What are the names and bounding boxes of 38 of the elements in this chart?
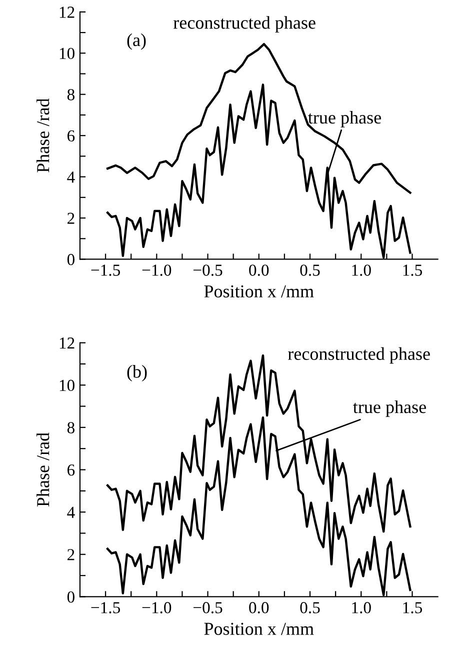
x-tick-label: 0.0	[249, 602, 269, 614]
y-tick-label: 10	[60, 48, 74, 60]
y-tick-label: 6	[67, 464, 75, 476]
x-tick-label: −0.5	[193, 264, 222, 276]
annotation: reconstructed phase	[174, 16, 316, 32]
y-tick-label: 2	[68, 549, 74, 560]
y-tick-label: 0	[67, 254, 74, 266]
x-tick-label: −1.5	[91, 602, 120, 614]
annotation: true phase	[308, 110, 381, 128]
y-tick-label: 10	[60, 380, 74, 392]
y-tick-label: 2	[68, 212, 74, 224]
y-tick-label: 0	[67, 591, 74, 603]
y-tick-label: 12	[60, 338, 74, 349]
y-axis-title: Phase /rad	[36, 432, 50, 507]
y-tick-label: 8	[67, 89, 74, 100]
x-axis-title: Position x /mm	[204, 285, 314, 298]
x-tick-label: −1.0	[142, 602, 172, 614]
annotation: (a)	[127, 33, 146, 50]
x-tick-label: −0.5	[193, 602, 222, 614]
annotation: (b)	[127, 365, 147, 382]
y-tick-label: 12	[60, 6, 74, 18]
x-tick-label: −1.0	[142, 264, 172, 276]
annotation: true phase	[353, 400, 426, 417]
y-tick-label: 8	[67, 422, 74, 434]
x-tick-label: 1.0	[352, 264, 371, 276]
y-tick-label: 6	[67, 130, 75, 142]
x-tick-label: 1.5	[403, 264, 422, 276]
annotation: reconstructed phase	[288, 347, 430, 364]
x-tick-label: −1.5	[91, 264, 120, 276]
y-tick-label: 4	[67, 506, 75, 518]
x-tick-label: 0.0	[249, 264, 269, 276]
x-tick-label: 1.0	[352, 602, 371, 614]
x-axis-title: Position x /mm	[204, 622, 314, 635]
y-tick-label: 4	[67, 172, 75, 183]
x-tick-label: 0.5	[300, 602, 320, 614]
y-axis-title: Phase /rad	[36, 98, 50, 172]
x-tick-label: 0.5	[300, 264, 320, 276]
x-tick-label: 1.5	[403, 602, 422, 614]
